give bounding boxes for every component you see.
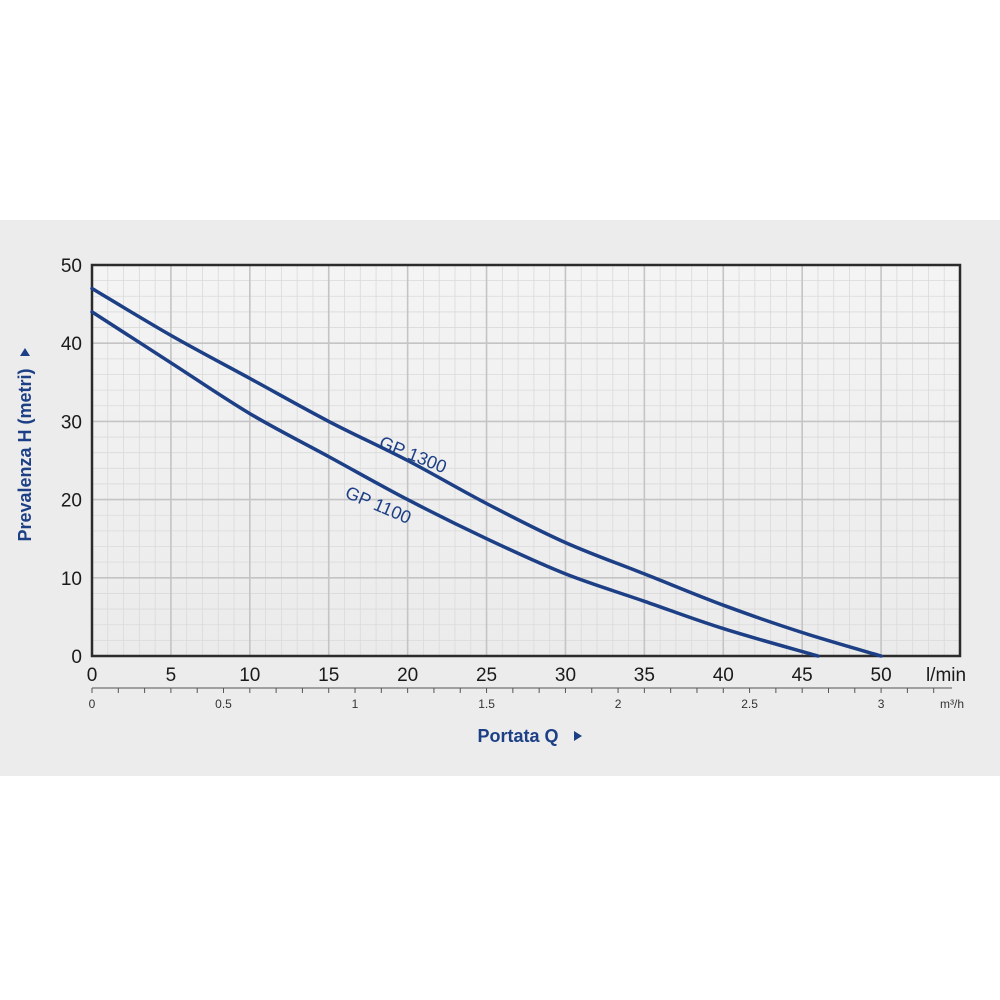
x2-tick-label: 0 [89, 697, 96, 711]
x-tick-label: 20 [397, 665, 418, 686]
series-line-gp-1300 [90, 286, 883, 658]
series-line-gp-1100 [90, 310, 820, 658]
secondary-x-axis: 0 0.5 1 1.5 2 2.5 3 [89, 687, 952, 711]
plot-frame [90, 263, 962, 658]
x-tick-label: 40 [713, 665, 734, 686]
x-tick-label: 25 [476, 665, 497, 686]
x-tick-label: 5 [166, 665, 177, 686]
x2-unit-label: m³/h [940, 697, 964, 711]
x2-tick-label: 3 [878, 697, 885, 711]
grid-major [92, 265, 960, 656]
x2-tick-label: 2.5 [741, 697, 758, 711]
y-axis-title: Prevalenza H (metri) [15, 368, 35, 541]
y-tick-label: 10 [61, 569, 82, 590]
y-tick-label: 40 [61, 334, 82, 355]
x-axis-arrow-icon [574, 731, 582, 741]
y-axis-arrow-icon [20, 348, 30, 356]
y-tick-labels: 0 10 20 30 40 50 [61, 256, 82, 668]
x2-tick-label: 1 [352, 697, 359, 711]
plot-area [92, 265, 960, 656]
x-tick-label: 45 [792, 665, 813, 686]
x-tick-label: 50 [871, 665, 892, 686]
x-tick-label: 35 [634, 665, 655, 686]
y-tick-label: 20 [61, 491, 82, 512]
x-tick-label: 0 [87, 665, 98, 686]
y-tick-label: 50 [61, 256, 82, 277]
y-tick-label: 30 [61, 412, 82, 433]
x-unit-label: l/min [926, 665, 966, 686]
x-axis-title: Portata Q [477, 726, 558, 746]
y-tick-label: 0 [71, 647, 82, 668]
x-tick-label: 15 [318, 665, 339, 686]
x2-tick-label: 0.5 [215, 697, 232, 711]
x-tick-label: 10 [239, 665, 260, 686]
x-tick-label: 30 [555, 665, 576, 686]
x2-tick-label: 2 [615, 697, 622, 711]
x2-tick-label: 1.5 [478, 697, 495, 711]
x-tick-labels: 0 5 10 15 20 25 30 35 40 45 50 [87, 665, 892, 686]
grid-minor [92, 265, 960, 656]
